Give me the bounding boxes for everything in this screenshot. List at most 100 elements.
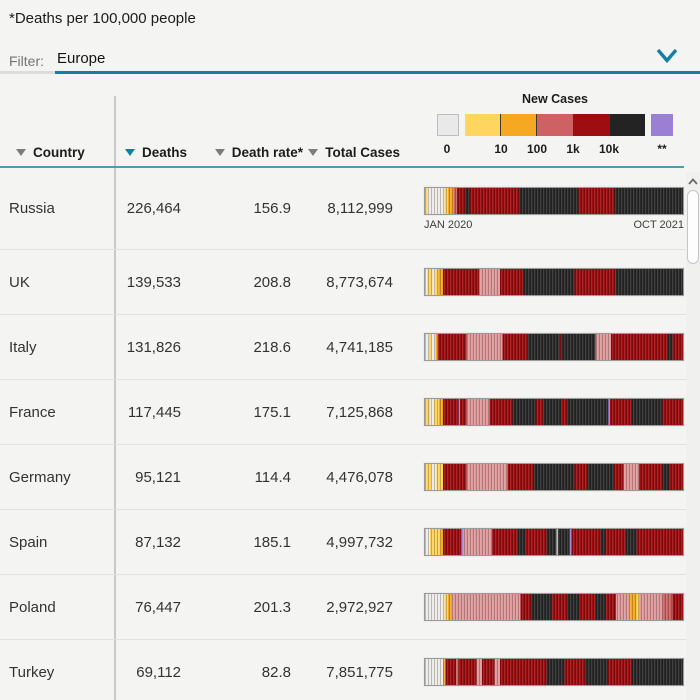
legend-label-other: ** <box>657 142 667 156</box>
scrollbar[interactable] <box>686 172 700 700</box>
chevron-down-icon[interactable] <box>656 48 678 68</box>
new-cases-strip <box>424 593 684 621</box>
axis-end-label: OCT 2021 <box>633 218 684 231</box>
death-rate-cell: 208.8 <box>253 273 291 291</box>
column-header-deaths[interactable]: Deaths <box>113 142 187 162</box>
table-row: Poland 76,447 201.3 2,972,927 <box>0 575 700 640</box>
new-cases-strip <box>424 528 684 556</box>
column-header-label: Death rate* <box>231 144 303 160</box>
strip-cell <box>397 528 700 556</box>
strip-cell <box>397 658 700 686</box>
deaths-cell: 226,464 <box>126 200 181 217</box>
deaths-cell: 117,445 <box>127 403 181 421</box>
new-cases-strip <box>424 333 684 361</box>
total-cases-cell: 8,112,999 <box>327 200 393 217</box>
strip-cell: JAN 2020 OCT 2021 <box>397 186 700 231</box>
total-cases-cell: 8,773,674 <box>326 273 393 291</box>
legend-scale-segment <box>573 114 610 136</box>
legend-scale-segment <box>537 114 574 136</box>
death-rate-cell: 175.1 <box>253 403 291 421</box>
legend-tick-label: 10 <box>494 142 508 156</box>
legend-labels: 0 ** 10 100 1k 10k <box>437 142 673 158</box>
new-cases-strip <box>424 658 684 686</box>
table-row: Spain 87,132 185.1 4,997,732 <box>0 510 700 575</box>
column-header-total-cases[interactable]: Total Cases <box>303 142 400 162</box>
table-row: UK 139,533 208.8 8,773,674 <box>0 250 700 315</box>
legend-tick-label: 100 <box>526 142 548 156</box>
legend-label-zero: 0 <box>443 142 451 156</box>
legend-scale-segment <box>501 114 538 136</box>
table-row: France 117,445 175.1 7,125,868 <box>0 380 700 445</box>
legend-scale-segment <box>609 114 646 136</box>
total-cases-cell: 7,851,775 <box>326 663 393 681</box>
total-cases-cell: 4,741,185 <box>326 338 393 356</box>
strip-cell <box>397 593 700 621</box>
filter-selected-value: Europe <box>57 50 106 67</box>
table-row: Russia 226,464 156.9 8,112,999 JAN 2020 … <box>0 168 700 250</box>
column-header-country[interactable]: Country <box>16 142 108 162</box>
filter-underline-active <box>55 71 700 74</box>
column-header-label: Total Cases <box>325 144 400 160</box>
table-body: Russia 226,464 156.9 8,112,999 JAN 2020 … <box>0 168 700 700</box>
column-header-label: Country <box>33 144 85 160</box>
total-cases-cell: 2,972,927 <box>326 598 393 616</box>
death-rate-cell: 201.3 <box>253 598 291 616</box>
legend-other-swatch <box>651 114 673 136</box>
death-rate-cell: 156.9 <box>253 200 291 217</box>
strip-cell <box>397 268 700 296</box>
deaths-cell: 76,447 <box>135 598 181 616</box>
strip-cell <box>397 463 700 491</box>
death-rate-cell: 82.8 <box>261 663 291 681</box>
deaths-cell: 139,533 <box>126 273 181 291</box>
sort-triangle-icon <box>214 148 225 156</box>
table-row: Turkey 69,112 82.8 7,851,775 <box>0 640 700 700</box>
sort-triangle-icon <box>124 148 135 156</box>
legend-color-scale <box>465 114 646 136</box>
header-underline <box>0 166 684 168</box>
country-cell: Spain <box>9 533 48 551</box>
legend-scale-segment <box>465 114 502 136</box>
page-title: *Deaths per 100,000 people <box>9 10 196 27</box>
legend-title: New Cases <box>521 92 588 106</box>
deaths-cell: 87,132 <box>135 533 181 551</box>
death-rate-cell: 218.6 <box>253 338 291 356</box>
data-table: New Cases 0 ** 10 100 1k 10k Country Deaths D… <box>0 78 700 700</box>
country-cell: UK <box>9 273 30 291</box>
death-rate-cell: 114.4 <box>254 468 291 486</box>
total-cases-cell: 4,997,732 <box>326 533 393 551</box>
table-row: Germany 95,121 114.4 4,476,078 <box>0 445 700 510</box>
filter-underline-inactive <box>0 71 55 74</box>
legend-tick-label: 1k <box>566 142 580 156</box>
legend-zero-swatch <box>437 114 459 136</box>
table-row: Italy 131,826 218.6 4,741,185 <box>0 315 700 380</box>
total-cases-cell: 7,125,868 <box>326 403 393 421</box>
country-cell: Russia <box>9 200 55 217</box>
deaths-cell: 131,826 <box>126 338 181 356</box>
legend-tick-label: 10k <box>598 142 620 156</box>
new-cases-legend: New Cases 0 ** 10 100 1k 10k <box>437 92 673 162</box>
new-cases-strip <box>424 463 684 491</box>
deaths-cell: 69,112 <box>136 663 181 681</box>
country-cell: Poland <box>9 598 56 616</box>
total-cases-cell: 4,476,078 <box>326 468 393 486</box>
sort-triangle-icon <box>16 148 26 156</box>
country-cell: France <box>9 403 56 421</box>
scrollbar-thumb[interactable] <box>687 190 699 264</box>
country-cell: Italy <box>9 338 37 356</box>
sort-triangle-icon <box>308 148 319 156</box>
death-rate-cell: 185.1 <box>253 533 291 551</box>
scroll-up-icon[interactable] <box>686 174 700 188</box>
deaths-cell: 95,121 <box>135 468 181 486</box>
axis-start-label: JAN 2020 <box>424 218 473 231</box>
column-header-death-rate[interactable]: Death rate* <box>195 142 303 162</box>
strip-axis: JAN 2020 OCT 2021 <box>424 219 684 231</box>
new-cases-strip <box>424 268 684 296</box>
country-cell: Turkey <box>9 663 55 681</box>
column-header-label: Deaths <box>141 144 187 160</box>
filter-dropdown[interactable]: Europe <box>57 44 700 72</box>
new-cases-strip <box>424 186 684 215</box>
column-divider <box>114 96 116 700</box>
strip-cell <box>397 333 700 361</box>
filter-label: Filter: <box>9 53 44 69</box>
